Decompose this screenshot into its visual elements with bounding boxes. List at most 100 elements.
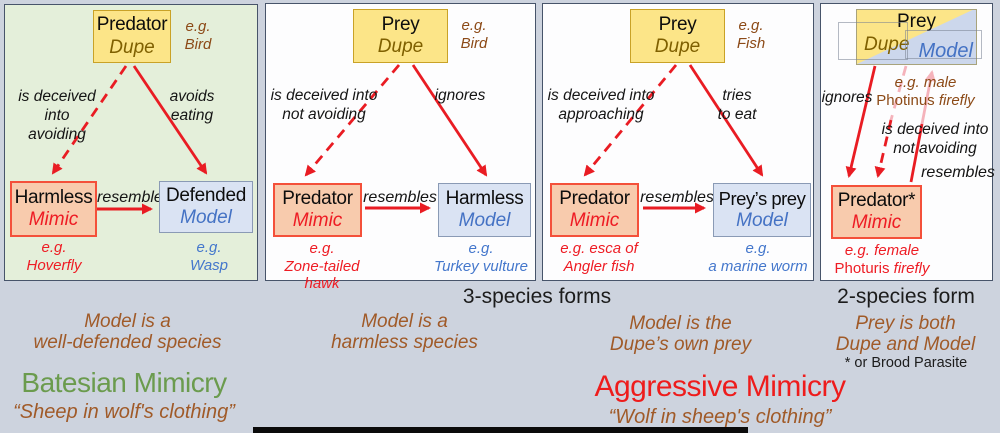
hawk-arrows xyxy=(304,64,488,214)
deceived-label-line2: not avoiding xyxy=(282,106,366,124)
deceived-arrow xyxy=(51,65,128,175)
model-box-title: Prey’s prey xyxy=(718,187,806,209)
dupe-box: Prey Dupe xyxy=(353,9,448,63)
note-line2: well-defended species xyxy=(33,332,222,354)
model-example: e.g. Wasp xyxy=(163,239,255,274)
model-box-title: Harmless xyxy=(445,187,524,209)
model-box: Defended Model xyxy=(159,181,253,233)
panel-aggressive-angler: Prey Dupe e.g. Fish is deceived into app… xyxy=(542,3,814,281)
firefly-arrows xyxy=(845,65,936,183)
mimic-example-line2: Angler fish xyxy=(563,257,635,275)
brood-parasite-footnote: * or Brood Parasite xyxy=(844,355,968,371)
mimic-example-line2: Hoverfly xyxy=(26,256,82,274)
dupe-example: e.g. male Photinus firefly xyxy=(857,74,994,109)
response-label: ignores xyxy=(424,86,496,105)
mimic-example: e.g. esca of Angler fish xyxy=(543,240,655,275)
genus-name: Photuris xyxy=(834,259,890,277)
note-line2: harmless species xyxy=(331,332,478,354)
panel-batesian: Predator Dupe e.g. Bird is deceived into… xyxy=(4,4,258,281)
model-box: Harmless Model xyxy=(438,183,531,237)
note-line2: Dupe’s own prey xyxy=(609,334,752,356)
mimic-box-title: Predator xyxy=(559,187,630,209)
deceived-label: is deceived into avoiding xyxy=(7,87,107,145)
deceived-label-line2: not avoiding xyxy=(893,140,977,158)
model-example-line2: a marine worm xyxy=(708,257,808,275)
species-name: firefly xyxy=(938,91,975,109)
deceived-label: is deceived into approaching xyxy=(545,86,657,124)
mimic-box-role: Mimic xyxy=(851,212,902,233)
dupe-box-title: Prey xyxy=(381,13,420,35)
dupe-box-title: Predator xyxy=(96,14,168,36)
two-species-caption: 2-species form xyxy=(837,285,975,308)
dupe-example-line2: Fish xyxy=(736,34,766,52)
note-line1: Model is a xyxy=(361,311,448,332)
mimic-example-line1: e.g. esca of xyxy=(560,240,638,257)
batesian-mimicry-subtitle: “Sheep in wolf's clothing” xyxy=(13,401,235,423)
batesian-mimicry-title: Batesian Mimicry xyxy=(21,367,227,398)
dupe-example-line1: e.g. xyxy=(461,17,487,34)
deceived-arrow xyxy=(874,119,893,178)
deceived-label: is deceived into not avoiding xyxy=(876,120,994,158)
model-example: e.g. Turkey vulture xyxy=(428,240,534,275)
dupe-example-line2: Bird xyxy=(460,34,488,52)
deceived-label-line1: is deceived into xyxy=(547,87,655,104)
mimic-box-role: Mimic xyxy=(569,210,620,231)
deceived-label-line2: approaching xyxy=(558,106,644,124)
note-line1: Prey is both xyxy=(855,313,956,334)
model-example-line2: Turkey vulture xyxy=(434,257,528,275)
response-arrow xyxy=(411,64,488,177)
deceived-label-line1: is deceived into xyxy=(18,88,96,125)
dupe-box-role: Dupe xyxy=(377,36,424,57)
response-arrow xyxy=(132,65,208,175)
resembles-label: resembles xyxy=(97,189,171,206)
deceived-label-line2: avoiding xyxy=(28,126,86,144)
dupe-example-line1: e.g. male xyxy=(894,74,957,91)
model-example: e.g. a marine worm xyxy=(705,240,811,275)
dupe-box-role: Dupe xyxy=(654,36,701,57)
mimic-example: e.g. Zone-tailed hawk xyxy=(266,240,378,293)
mimic-box-role: Mimic xyxy=(292,210,343,231)
hawk-model-note: Model is a harmless species xyxy=(302,311,507,354)
note-line2: Dupe and Model xyxy=(835,334,976,356)
model-box: Prey’s prey Model xyxy=(713,183,811,237)
batesian-arrows xyxy=(51,65,208,215)
ignores-label: ignores xyxy=(821,89,873,106)
firefly-model-note: Prey is both Dupe and Model xyxy=(803,313,1000,356)
deceived-arrow xyxy=(583,64,678,177)
aggressive-mimicry-title: Aggressive Mimicry xyxy=(594,370,846,403)
model-example-line1: e.g. xyxy=(196,239,222,256)
model-example-line2: Wasp xyxy=(189,256,229,274)
mimic-example-line1: e.g. xyxy=(309,240,335,257)
deceived-arrow-faded xyxy=(889,65,908,121)
mimic-box-title: Predator xyxy=(282,187,353,209)
bottom-black-bar xyxy=(253,427,748,433)
note-line1: Model is a xyxy=(84,311,171,332)
response-label-line2: eating xyxy=(170,107,214,125)
angler-model-note: Model is the Dupe’s own prey xyxy=(578,313,783,356)
combined-box-model-role: Model xyxy=(918,40,973,62)
dupe-example-line1: e.g. xyxy=(185,18,211,35)
panel-aggressive-hawk: Prey Dupe e.g. Bird is deceived into not… xyxy=(265,3,536,292)
dupe-example: e.g. Bird xyxy=(444,17,504,52)
dupe-box: Prey Dupe xyxy=(630,9,725,63)
combined-box-title: Prey xyxy=(896,11,937,32)
deceived-label-line1: is deceived into xyxy=(881,121,989,138)
model-box-role: Model xyxy=(180,207,232,228)
response-label-line2: to eat xyxy=(717,106,757,124)
mimic-box-title: Harmless xyxy=(14,186,93,208)
combined-box-dupe-role: Dupe xyxy=(864,34,910,55)
model-box-role: Model xyxy=(458,210,511,231)
prey-dupe-model-box: Prey Dupe Model xyxy=(856,9,977,65)
mimic-box: Predator* Mimic xyxy=(831,185,922,239)
response-label: avoids eating xyxy=(153,87,231,125)
response-label-line1: avoids xyxy=(169,88,215,105)
deceived-label: is deceived into not avoiding xyxy=(268,86,380,124)
dupe-example: e.g. Fish xyxy=(721,17,781,52)
mimic-box: Harmless Mimic xyxy=(10,181,97,237)
resembles-arrow-faded xyxy=(920,70,936,125)
mimic-example: e.g. Hoverfly xyxy=(9,239,99,274)
response-label: tries to eat xyxy=(701,86,773,124)
resembles-arrow xyxy=(909,123,924,183)
mimic-box-title: Predator* xyxy=(837,189,916,211)
model-box-title: Defended xyxy=(165,184,246,206)
